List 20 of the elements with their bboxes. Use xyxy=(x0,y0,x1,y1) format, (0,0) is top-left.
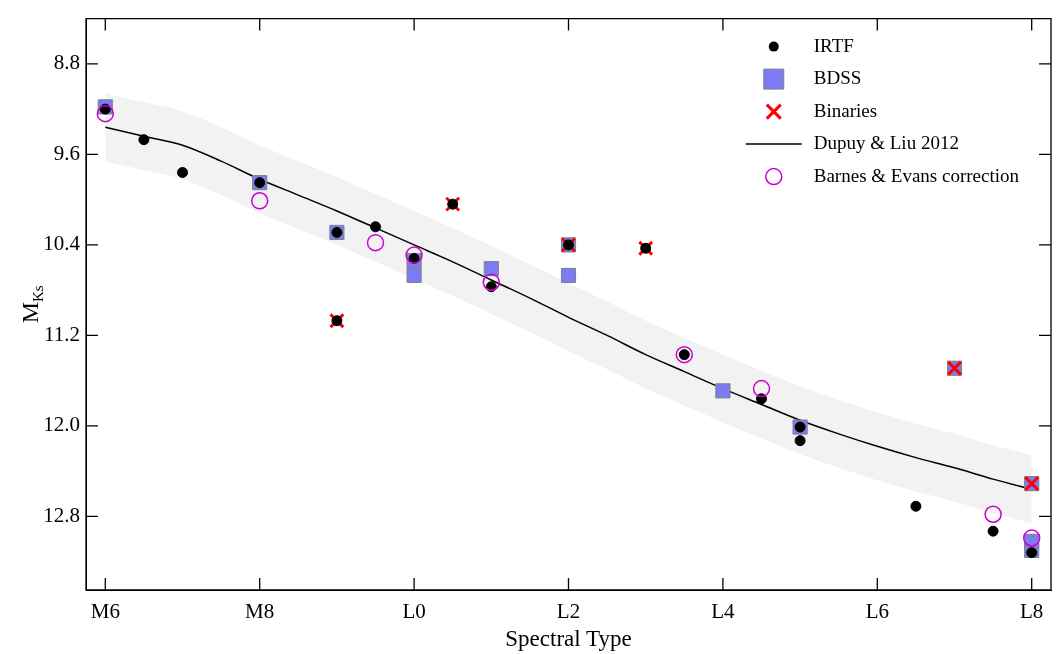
legend-label: Barnes & Evans correction xyxy=(813,164,1020,186)
y-tick-label: 8.8 xyxy=(53,50,80,75)
y-tick-label: 9.6 xyxy=(53,140,80,165)
legend-label: IRTF xyxy=(813,34,854,56)
x-tick-label: L8 xyxy=(1020,599,1044,624)
x-tick-label: M8 xyxy=(245,599,275,624)
x-tick-label: L0 xyxy=(402,599,426,624)
x-tick-label: M6 xyxy=(90,599,120,624)
legend-label: Dupuy & Liu 2012 xyxy=(813,132,959,154)
legend-label: Binaries xyxy=(813,99,878,121)
x-axis-title: Spectral Type xyxy=(505,626,632,652)
y-tick-label: 12.8 xyxy=(43,502,80,527)
x-tick-label: L2 xyxy=(556,599,581,624)
x-tick-label: L6 xyxy=(865,599,889,624)
legend-label: BDSS xyxy=(813,67,862,89)
y-tick-label: 10.4 xyxy=(43,231,81,256)
y-tick-label: 12.0 xyxy=(43,412,80,437)
x-tick-label: L4 xyxy=(711,599,736,624)
y-axis-title: MKs xyxy=(17,285,46,324)
y-tick-label: 11.2 xyxy=(44,321,80,346)
